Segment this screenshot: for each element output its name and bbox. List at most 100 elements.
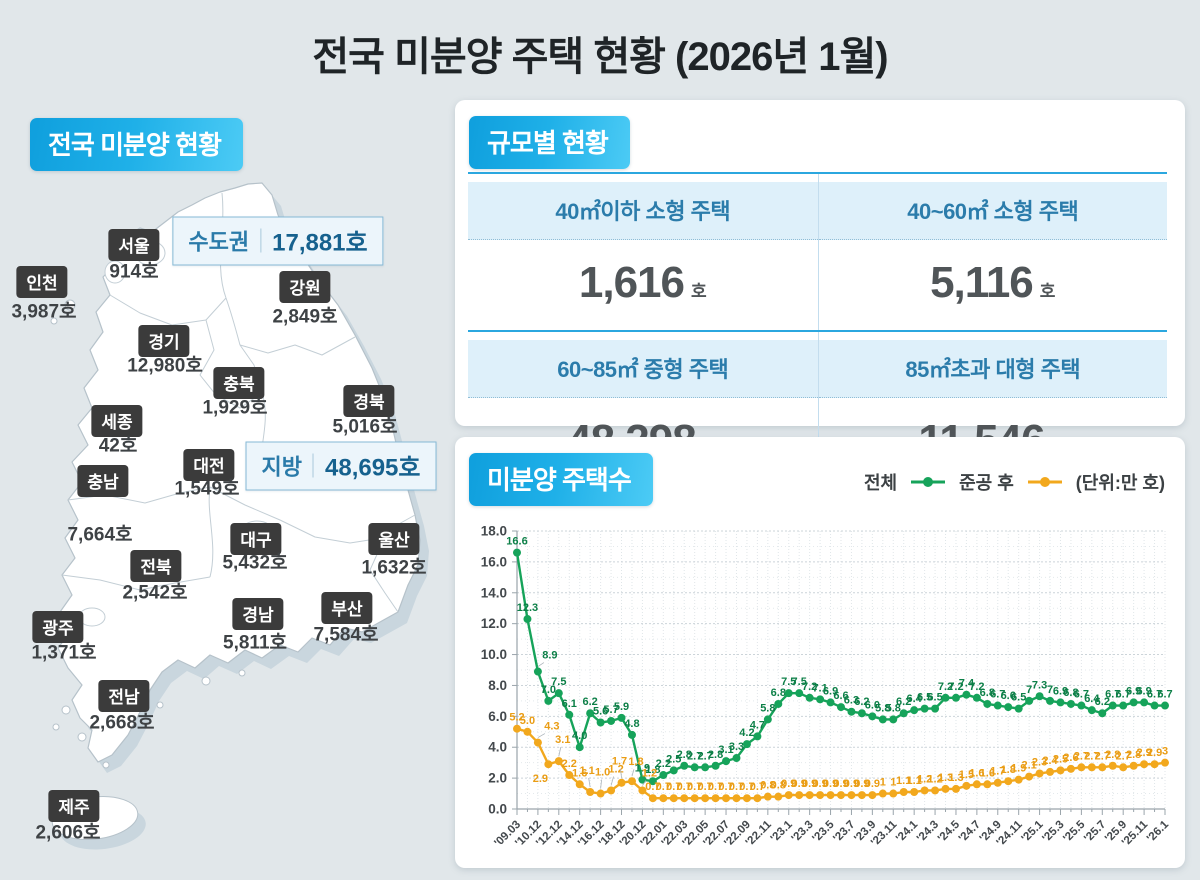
svg-text:2.2: 2.2 bbox=[656, 758, 671, 770]
svg-text:2.7: 2.7 bbox=[1116, 750, 1131, 762]
svg-text:2.3: 2.3 bbox=[1032, 756, 1047, 768]
svg-text:0.9: 0.9 bbox=[792, 778, 807, 790]
svg-text:2.0: 2.0 bbox=[488, 771, 507, 786]
svg-text:1.2: 1.2 bbox=[608, 763, 623, 775]
map-region-value: 42호 bbox=[98, 435, 138, 457]
svg-text:0.7: 0.7 bbox=[729, 781, 744, 793]
size-cell-label: 40~60㎡ 소형 주택 bbox=[818, 182, 1167, 240]
svg-text:16.0: 16.0 bbox=[481, 554, 507, 569]
svg-text:6.7: 6.7 bbox=[990, 689, 1005, 701]
map-region-chip: 경기 bbox=[138, 325, 190, 357]
svg-text:5.7: 5.7 bbox=[603, 704, 618, 716]
legend-completed-label: 준공 후 bbox=[959, 473, 1014, 493]
svg-text:2.8: 2.8 bbox=[677, 749, 692, 761]
svg-text:7.5: 7.5 bbox=[792, 676, 807, 688]
svg-text:6.9: 6.9 bbox=[1136, 685, 1151, 697]
svg-text:7.2: 7.2 bbox=[938, 681, 953, 693]
svg-text:8.9: 8.9 bbox=[542, 650, 557, 662]
size-table-row: 40㎡이하 소형 주택 1,616 호 40~60㎡ 소형 주택 5,116 호 bbox=[468, 174, 1167, 332]
svg-text:'26.1: '26.1 bbox=[1145, 818, 1172, 845]
svg-text:2.6: 2.6 bbox=[1063, 752, 1078, 764]
svg-text:2.9: 2.9 bbox=[533, 773, 548, 785]
svg-text:0.7: 0.7 bbox=[750, 781, 765, 793]
map-region-value: 12,980호 bbox=[127, 355, 203, 377]
svg-text:6.7: 6.7 bbox=[1074, 689, 1089, 701]
svg-text:6.6: 6.6 bbox=[1001, 690, 1016, 702]
map-region-value: 1,632호 bbox=[361, 557, 427, 579]
svg-text:0.7: 0.7 bbox=[739, 781, 754, 793]
svg-text:1.3: 1.3 bbox=[948, 772, 963, 784]
svg-text:1.6: 1.6 bbox=[572, 767, 587, 779]
size-cell-unit: 호 bbox=[690, 282, 707, 301]
svg-text:5.9: 5.9 bbox=[614, 701, 629, 713]
svg-text:6.9: 6.9 bbox=[1053, 685, 1068, 697]
svg-text:6.7: 6.7 bbox=[1147, 689, 1162, 701]
svg-text:1.3: 1.3 bbox=[938, 772, 953, 784]
legend-total-marker-icon bbox=[911, 477, 946, 487]
map-region-chip: 광주 bbox=[32, 611, 84, 643]
svg-text:2.2: 2.2 bbox=[562, 758, 577, 770]
svg-text:18.0: 18.0 bbox=[481, 524, 507, 539]
map-region-chip: 세종 bbox=[91, 405, 143, 437]
svg-text:0.9: 0.9 bbox=[781, 778, 796, 790]
svg-text:'25.1: '25.1 bbox=[1019, 818, 1046, 845]
svg-text:0.7: 0.7 bbox=[697, 781, 712, 793]
capital-area-total-box: 수도권 17,881호 bbox=[172, 216, 384, 266]
svg-text:5.8: 5.8 bbox=[886, 702, 901, 714]
map-region-value: 2,668호 bbox=[89, 712, 155, 734]
svg-text:6.5: 6.5 bbox=[1011, 692, 1026, 704]
svg-text:0.9: 0.9 bbox=[802, 778, 817, 790]
svg-text:6.8: 6.8 bbox=[771, 687, 786, 699]
trend-chart-panel: 미분양 주택수 전체 준공 후 (단위:만 호) 0.0 2.0 4.0 6.0 8.0… bbox=[455, 437, 1185, 868]
svg-text:4.3: 4.3 bbox=[544, 721, 559, 733]
map-region-value: 2,606호 bbox=[35, 822, 101, 844]
svg-text:1.1: 1.1 bbox=[896, 775, 911, 787]
svg-text:4.8: 4.8 bbox=[624, 718, 639, 730]
svg-text:6.2: 6.2 bbox=[896, 696, 911, 708]
svg-text:2.7: 2.7 bbox=[697, 750, 712, 762]
svg-text:'25.7: '25.7 bbox=[1082, 819, 1108, 845]
svg-text:0.7: 0.7 bbox=[687, 781, 702, 793]
svg-text:16.6: 16.6 bbox=[506, 536, 527, 548]
svg-text:2.8: 2.8 bbox=[708, 749, 723, 761]
svg-text:2.7: 2.7 bbox=[687, 750, 702, 762]
svg-text:6.1: 6.1 bbox=[562, 698, 577, 710]
svg-text:6.8: 6.8 bbox=[980, 687, 995, 699]
map-region-chip: 충북 bbox=[213, 367, 265, 399]
svg-text:0.7: 0.7 bbox=[645, 781, 660, 793]
svg-text:1.8: 1.8 bbox=[1001, 764, 1016, 776]
svg-text:'24.7: '24.7 bbox=[957, 819, 983, 845]
map-region-value: 5,811호 bbox=[223, 632, 287, 654]
map-region-chip: 경북 bbox=[343, 385, 395, 417]
svg-text:0.9: 0.9 bbox=[833, 778, 848, 790]
svg-text:1.5: 1.5 bbox=[959, 769, 974, 781]
map-region-chip: 전북 bbox=[130, 550, 182, 582]
size-cell-unit: 호 bbox=[1039, 282, 1056, 301]
map-region-chip: 대전 bbox=[183, 449, 235, 481]
svg-text:1.6: 1.6 bbox=[969, 767, 984, 779]
svg-text:6.2: 6.2 bbox=[1095, 696, 1110, 708]
svg-text:7.2: 7.2 bbox=[969, 681, 984, 693]
svg-text:'23.3: '23.3 bbox=[790, 819, 816, 845]
svg-text:1.2: 1.2 bbox=[917, 773, 932, 785]
page-title: 전국 미분양 주택 현황 (2026년 1월) bbox=[312, 35, 888, 79]
svg-text:'24.1: '24.1 bbox=[894, 818, 921, 845]
svg-text:1.2: 1.2 bbox=[642, 767, 657, 779]
map-region-value: 1,549호 bbox=[174, 478, 240, 500]
svg-text:6.2: 6.2 bbox=[854, 696, 869, 708]
map-region-chip: 인천 bbox=[16, 266, 68, 298]
svg-text:4.0: 4.0 bbox=[572, 730, 587, 742]
divider bbox=[260, 228, 262, 252]
size-cell-value: 5,116 호 bbox=[819, 240, 1168, 330]
svg-text:'23.1: '23.1 bbox=[769, 818, 796, 845]
svg-text:7.2: 7.2 bbox=[948, 681, 963, 693]
map-labels-layer: 수도권 17,881호 지방 48,695호 서울 914호 인천 3,987호 경기 1… bbox=[0, 0, 450, 880]
svg-text:7.5: 7.5 bbox=[551, 676, 566, 688]
svg-text:7.2: 7.2 bbox=[802, 681, 817, 693]
svg-text:3: 3 bbox=[1162, 746, 1168, 758]
map-region-value: 2,542호 bbox=[122, 582, 188, 604]
map-region-chip: 부산 bbox=[321, 592, 373, 624]
svg-text:1: 1 bbox=[890, 777, 896, 789]
map-region-value: 1,371호 bbox=[31, 642, 97, 664]
